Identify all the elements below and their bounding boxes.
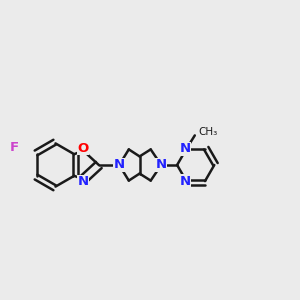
Text: N: N xyxy=(179,142,191,155)
Text: N: N xyxy=(179,175,191,188)
Text: N: N xyxy=(156,158,167,172)
Text: N: N xyxy=(114,158,125,172)
Text: CH₃: CH₃ xyxy=(198,128,218,137)
Text: N: N xyxy=(78,175,89,188)
Text: O: O xyxy=(78,142,89,155)
Text: F: F xyxy=(10,141,19,154)
